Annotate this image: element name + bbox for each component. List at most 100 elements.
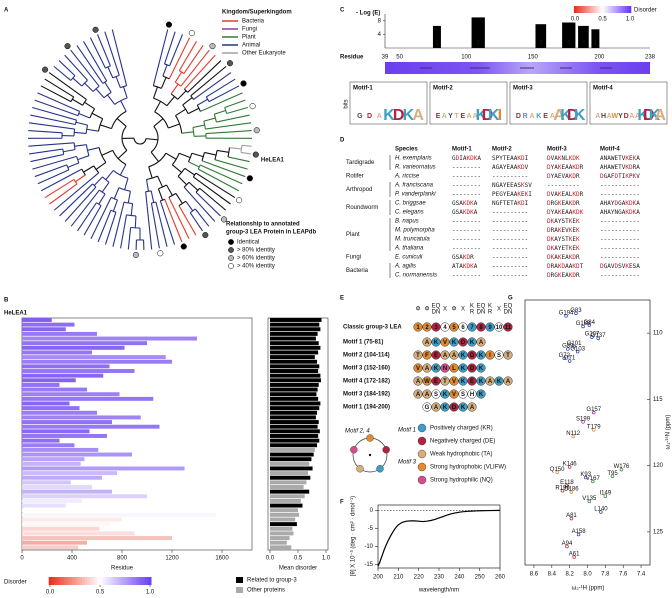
colorbar-cell [117,577,121,585]
colorbar-cell [141,577,144,585]
peak [583,475,588,480]
branch [101,149,113,156]
residue: D [547,272,551,279]
residue: K [633,200,637,207]
residue: T [618,173,622,180]
motif-sequence: DKAYETKEK [547,245,580,252]
residue: - [463,173,467,180]
residue: - [503,236,507,243]
mean-disorder-bar [270,336,316,341]
species: P. vanderplanki [395,192,436,198]
residue: D [467,263,471,270]
branch-arc [153,85,162,89]
x-axis-label: ω₂-¹H (ppm) [572,586,605,592]
motif-sequence: SPYTEAAKDI [492,155,529,162]
mean-disorder-bar [270,471,309,476]
residue: E [558,173,562,180]
branch-arc [227,147,231,158]
pattern-label: R [470,310,475,316]
legend-label: Strong hydrophilic (NQ) [430,478,493,484]
residue: - [622,182,626,189]
residue: - [636,254,640,261]
branch-arc [70,96,75,102]
x-tick-label: 8.0 [583,572,592,578]
residue: - [604,245,608,252]
residue: - [622,272,626,279]
branch [183,186,216,222]
branch [63,149,76,153]
residue: A [463,155,467,162]
branch [95,88,105,99]
branch [208,85,240,103]
residue: - [521,218,525,225]
heatmap-row [22,438,60,443]
residue-letter: A [416,392,421,398]
branch [145,138,158,141]
residue: T [503,200,507,207]
legend-swatch [236,587,243,593]
branch [34,164,67,178]
branch [28,122,75,130]
logo-letter: Y [618,113,623,120]
residue-letter: V [443,340,447,346]
residue: A [607,209,611,216]
residue: R [580,191,584,198]
residue: - [514,173,518,180]
peak-label: G101 [567,341,582,347]
branch [181,131,194,134]
residue: K [569,218,573,225]
peak-label: K93 [580,472,591,478]
residue: A [607,200,611,207]
residue: - [492,236,496,243]
residue: A [554,245,558,252]
colorbar-cell [99,577,103,585]
residue: - [618,236,622,243]
colorbar-cell [130,577,134,585]
residue: - [499,236,503,243]
residue: E [615,155,619,162]
residue: - [510,218,514,225]
residue: V [636,173,640,180]
residue: D [547,236,551,243]
x-tick-label: 7.4 [637,572,646,578]
wheel-label: Motif 3 [398,460,417,466]
motif-sequence: ATAKDKA [452,263,478,270]
residue-circle [467,376,477,386]
wheel-center [368,453,372,457]
branch [175,193,183,204]
colorbar-cell [596,6,600,13]
motif-hit-label: 4 [567,41,571,47]
branch [150,202,160,249]
branch [53,172,100,211]
residue: - [633,218,637,225]
residue: - [503,272,507,279]
peak-label: D186 [564,487,579,493]
residue: G [452,200,456,207]
heatmap-row [22,410,97,415]
residue: V [622,263,626,270]
residue: - [470,182,474,189]
residue: - [467,272,471,279]
x-tick-label: 210 [393,575,404,581]
branch [134,215,137,228]
residue: A [499,164,503,171]
peak [565,544,569,549]
panel-label: B [4,298,9,304]
peak-label: T95 [607,471,618,477]
residue: - [618,227,622,234]
logo-title: Motif-3 [513,86,533,92]
heatmap-row [22,415,141,420]
colorbar-cell [58,577,62,585]
residue: - [604,272,608,279]
branch [127,191,131,204]
colorbar-cell [623,6,626,13]
mean-disorder-bar [270,503,303,508]
residue: - [625,245,629,252]
motif-sequence: ---------- [492,236,528,243]
heatmap-row [22,536,172,541]
peak [555,470,559,475]
relationship-marker [228,239,234,245]
residue-circle [449,363,459,373]
branch [99,124,112,130]
logo-frame [589,81,668,125]
